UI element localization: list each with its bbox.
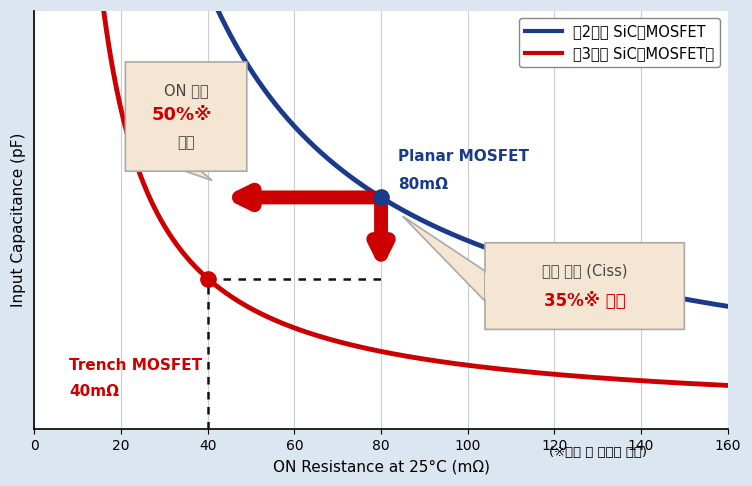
Polygon shape <box>170 164 193 166</box>
제3세대 SiC－MOSFET의 <box>171 239 180 245</box>
FancyBboxPatch shape <box>485 243 684 330</box>
Text: ON 저항: ON 저항 <box>164 83 208 98</box>
Line: 제2세대 SiC－MOSFET: 제2세대 SiC－MOSFET <box>60 0 728 306</box>
Text: 40mΩ: 40mΩ <box>69 384 119 399</box>
제3세대 SiC－MOSFET의 <box>723 382 732 388</box>
제3세대 SiC－MOSFET의 <box>500 366 509 372</box>
제2세대 SiC－MOSFET <box>358 182 367 188</box>
Text: (※동일 칩 사이즈 비교): (※동일 칩 사이즈 비교) <box>549 446 647 459</box>
Text: Planar MOSFET: Planar MOSFET <box>399 149 529 163</box>
Polygon shape <box>168 166 212 180</box>
FancyBboxPatch shape <box>126 62 247 171</box>
Text: 80mΩ: 80mΩ <box>399 177 448 192</box>
Text: Trench MOSFET: Trench MOSFET <box>69 358 202 373</box>
제2세대 SiC－MOSFET <box>227 35 236 41</box>
제2세대 SiC－MOSFET <box>449 232 458 238</box>
제2세대 SiC－MOSFET <box>502 252 511 258</box>
제3세대 SiC－MOSFET의 <box>356 344 365 350</box>
Text: 입력 용량 (Ciss): 입력 용량 (Ciss) <box>542 263 627 278</box>
Y-axis label: Input Capacitance (pF): Input Capacitance (pF) <box>11 133 26 307</box>
제3세대 SiC－MOSFET의 <box>447 360 456 366</box>
제2세대 SiC－MOSFET <box>723 303 732 309</box>
Polygon shape <box>485 273 489 299</box>
제2세대 SiC－MOSFET <box>558 269 567 275</box>
제3세대 SiC－MOSFET의 <box>224 292 233 298</box>
Polygon shape <box>403 216 485 301</box>
Text: 50%※: 50%※ <box>151 105 212 124</box>
제3세대 SiC－MOSFET의 <box>557 372 566 378</box>
Legend: 제2세대 SiC－MOSFET, 제3세대 SiC－MOSFET의: 제2세대 SiC－MOSFET, 제3세대 SiC－MOSFET의 <box>520 18 720 68</box>
Text: 저감: 저감 <box>177 136 195 151</box>
X-axis label: ON Resistance at 25°C (mΩ): ON Resistance at 25°C (mΩ) <box>272 460 490 475</box>
Line: 제3세대 SiC－MOSFET의: 제3세대 SiC－MOSFET의 <box>56 0 728 385</box>
Text: 35%※ 저감: 35%※ 저감 <box>544 292 626 310</box>
